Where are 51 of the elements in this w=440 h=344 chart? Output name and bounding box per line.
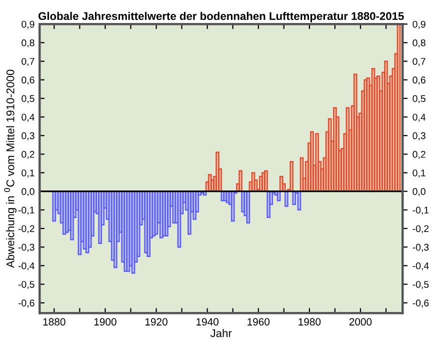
y-tick-label: 0,5 — [22, 95, 34, 104]
y-tick-label: -0,1 — [18, 206, 34, 215]
x-tick-label: 1920 — [145, 318, 168, 326]
x-tick-label: 1960 — [248, 318, 270, 326]
y-tick-label: 0,2 — [22, 150, 34, 159]
x-tick-label: 1940 — [196, 318, 218, 326]
y2-tick-label: 0,9 — [412, 20, 426, 29]
y2-tick-label: -0,5 — [412, 280, 429, 290]
x-tick-label: 2000 — [349, 318, 372, 326]
y2-tick-label: 0,6 — [412, 76, 426, 85]
y-tick-label: 0,6 — [22, 76, 34, 85]
y-tick-label: -0,6 — [18, 300, 34, 308]
bar — [218, 168, 222, 192]
bar — [269, 190, 274, 205]
y-tick-label: 0,1 — [22, 169, 34, 178]
y-tick-label: 0,7 — [22, 58, 34, 66]
y-tick-label: -0,4 — [18, 262, 34, 270]
y-tick-label: -0,3 — [18, 244, 34, 252]
bar — [195, 190, 200, 212]
bar — [284, 190, 288, 207]
y-tick-label: 0,3 — [22, 132, 34, 140]
x-tick-label: 1980 — [298, 318, 321, 326]
y-tick-label: -0,5 — [18, 280, 34, 290]
bar — [264, 170, 268, 192]
y2-tick-label: 0,8 — [412, 39, 426, 48]
y-tick-label: 0,9 — [22, 20, 34, 29]
y2-tick-label: 0,4 — [412, 114, 426, 122]
bar — [292, 190, 296, 205]
x-tick-label: 1880 — [43, 318, 66, 326]
y-tick-label: 0,4 — [22, 114, 34, 122]
y-axis-title: Abweichung in $^{0}$C vom Mittel 1910-2000 — [4, 70, 16, 268]
y2-tick-label: 0,0 — [412, 188, 426, 196]
y2-tick-label: 0,5 — [412, 95, 426, 104]
y2-tick-label: -0,2 — [412, 225, 429, 234]
y2-tick-label: -0,3 — [412, 244, 429, 252]
bar — [238, 170, 242, 192]
bar — [290, 160, 294, 192]
y2-tick-label: 0,3 — [412, 132, 426, 140]
y-tick-label: 0,8 — [22, 39, 34, 48]
y-tick-label: -0,2 — [18, 225, 34, 234]
bar — [396, 24, 401, 192]
y2-tick-label: 0,1 — [412, 169, 426, 178]
y2-tick-label: -0,6 — [412, 300, 429, 308]
y2-tick-label: -0,4 — [412, 262, 429, 270]
x-axis-title: Jahr — [210, 329, 232, 338]
y2-tick-label: -0,1 — [412, 206, 429, 215]
chart-title: Globale Jahresmittelwerte der bodennahen Lufttemperatur 1880-2015 — [38, 12, 404, 22]
y-tick-label: 0,0 — [22, 188, 34, 196]
x-tick-label: 1900 — [94, 318, 116, 326]
y2-tick-label: 0,7 — [412, 58, 426, 66]
y2-tick-label: 0,2 — [412, 150, 426, 159]
